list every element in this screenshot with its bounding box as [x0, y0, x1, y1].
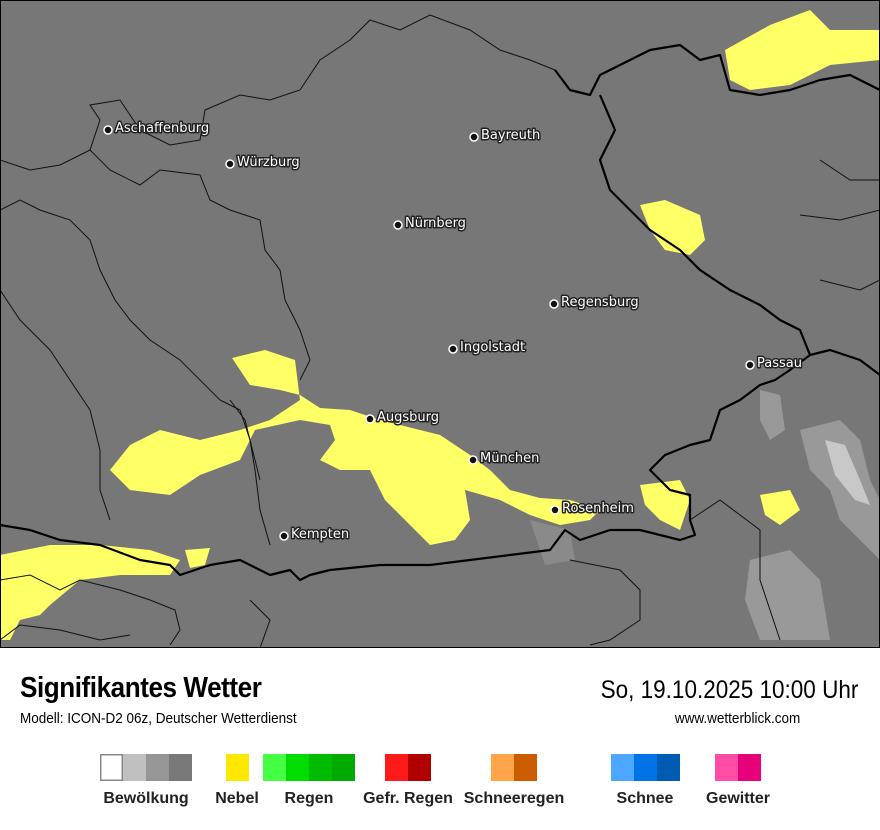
svg-text:Kempten: Kempten: [291, 527, 349, 542]
legend-swatch: [656, 754, 680, 781]
legend-swatch: [146, 754, 169, 781]
svg-text:Bayreuth: Bayreuth: [481, 128, 540, 143]
svg-text:München: München: [480, 451, 539, 466]
city-rosenheim[interactable]: Rosenheim: [550, 500, 635, 518]
legend-label: Nebel: [215, 790, 259, 807]
footer: Signifikantes Wetter Modell: ICON-D2 06z…: [0, 648, 880, 830]
legend-label: Gefr. Regen: [363, 790, 453, 807]
cloud-areas-light: [825, 440, 870, 505]
fog-areas: [0, 10, 880, 640]
city-ingolstadt[interactable]: Ingolstadt: [448, 339, 527, 357]
svg-text:Nürnberg: Nürnberg: [405, 216, 466, 231]
svg-text:Ingolstadt: Ingolstadt: [460, 340, 525, 355]
legend-swatches-bewölkung: [100, 754, 192, 781]
svg-text:Regensburg: Regensburg: [561, 295, 639, 310]
legend-swatch: [332, 754, 355, 781]
city-markers: Aschaffenburg Würzburg Bayreuth Nürnberg…: [103, 120, 803, 544]
legend-label: Schneeregen: [463, 790, 565, 807]
legend-label: Regen: [284, 790, 334, 807]
legend-swatch: [309, 754, 332, 781]
svg-text:Rosenheim: Rosenheim: [562, 501, 634, 516]
legend-swatches-regen: [263, 754, 355, 781]
city-regensburg[interactable]: Regensburg: [549, 294, 640, 312]
city-passau[interactable]: Passau: [745, 355, 803, 373]
legend-swatch: [225, 754, 249, 781]
legend-swatch: [100, 754, 123, 781]
weather-map: Aschaffenburg Würzburg Bayreuth Nürnberg…: [0, 0, 880, 648]
website-link[interactable]: www.wetterblick.com: [674, 710, 800, 727]
legend-swatch: [738, 754, 761, 781]
model-info: Modell: ICON-D2 06z, Deutscher Wetterdie…: [20, 710, 297, 727]
legend-swatch: [123, 754, 146, 781]
legend-swatch: [286, 754, 309, 781]
city-wuerzburg[interactable]: Würzburg: [225, 154, 301, 172]
city-augsburg[interactable]: Augsburg: [365, 409, 441, 427]
svg-text:Passau: Passau: [757, 356, 802, 371]
svg-text:Augsburg: Augsburg: [377, 410, 439, 425]
city-kempten[interactable]: Kempten: [279, 526, 351, 544]
borders: [0, 14, 556, 546]
city-aschaffenburg[interactable]: Aschaffenburg: [103, 120, 211, 138]
legend-swatches-nebel: [225, 754, 249, 781]
legend-swatch: [263, 754, 286, 781]
legend-swatch: [514, 754, 537, 781]
city-muenchen[interactable]: München: [468, 450, 541, 468]
legend-label: Schnee: [616, 790, 674, 807]
other-borders: [0, 159, 880, 648]
legend-swatches-schnee: [610, 754, 680, 781]
legend-swatch: [610, 754, 634, 781]
map-title: Signifikantes Wetter: [20, 672, 262, 704]
city-nuernberg[interactable]: Nürnberg: [393, 215, 467, 233]
forecast-datetime: So, 19.10.2025 10:00 Uhr: [600, 676, 858, 704]
legend-swatches-gefr-regen: [385, 754, 431, 781]
legend-swatch: [385, 754, 408, 781]
legend-swatch: [169, 754, 192, 781]
svg-text:Aschaffenburg: Aschaffenburg: [115, 121, 209, 136]
legend-swatch: [491, 754, 514, 781]
legend-label: Gewitter: [705, 790, 771, 807]
legend-swatch: [715, 754, 738, 781]
legend-swatch: [633, 754, 657, 781]
legend-swatches-gewitter: [715, 754, 761, 781]
legend-swatch: [408, 754, 431, 781]
legend-label: Bewölkung: [103, 790, 189, 807]
country-borders: [0, 43, 880, 582]
legend-swatches-schneeregen: [491, 754, 537, 781]
city-bayreuth[interactable]: Bayreuth: [469, 127, 542, 145]
svg-text:Würzburg: Würzburg: [237, 155, 300, 170]
